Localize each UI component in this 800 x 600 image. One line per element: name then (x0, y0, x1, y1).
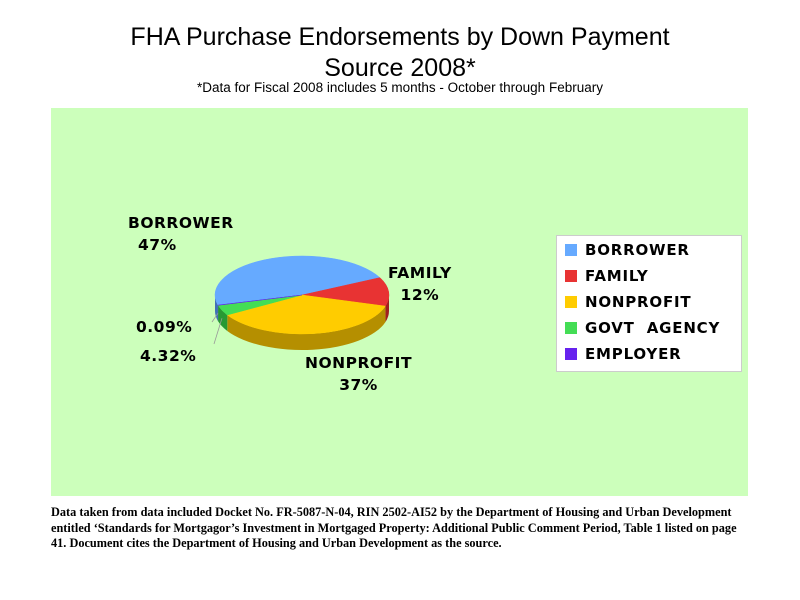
pie-side-family (385, 295, 389, 323)
leader-line-employer (211, 312, 219, 323)
legend-label: NONPROFIT (585, 293, 692, 311)
legend-item-borrower: BORROWER (565, 239, 690, 261)
pie-slice-employer (217, 294, 303, 306)
pie-slice-family (301, 277, 390, 307)
legend-label: GOVT AGENCY (585, 319, 721, 337)
slice-label-borrower: BORROWER 47% (128, 212, 234, 256)
legend-swatch (565, 348, 577, 360)
legend-item-employer: EMPLOYER (565, 343, 681, 365)
slice-label-nonprofit-pct: 37% (339, 376, 378, 394)
pie-side-govt-agency (218, 305, 228, 331)
slice-label-family-pct: 12% (400, 286, 440, 304)
legend-item-family: FAMILY (565, 265, 649, 287)
pie-leaders (211, 312, 223, 345)
legend-swatch (565, 244, 577, 256)
leader-line-govt-agency (213, 318, 223, 345)
slice-label-employer-pct: 0.09% (136, 318, 193, 336)
legend-swatch (565, 296, 577, 308)
chart-subtitle: *Data for Fiscal 2008 includes 5 months … (197, 80, 603, 95)
pie-slice-nonprofit (226, 294, 386, 335)
chart-title-line-1: FHA Purchase Endorsements by Down Paymen… (130, 23, 670, 51)
slice-label-nonprofit: NONPROFIT 37% (305, 352, 412, 396)
pie-side-nonprofit (227, 306, 386, 350)
slice-label-nonprofit-name: NONPROFIT (305, 354, 413, 372)
legend-swatch (565, 270, 577, 282)
legend-swatch (565, 322, 577, 334)
legend-label: FAMILY (585, 267, 649, 285)
chart-title: FHA Purchase Endorsements by Down Paymen… (0, 22, 800, 84)
slice-label-family: FAMILY 12% (388, 262, 452, 306)
legend-label: BORROWER (585, 241, 690, 259)
source-footnote: Data taken from data included Docket No.… (51, 505, 737, 550)
chart-title-line-2: Source 2008* (324, 54, 476, 82)
legend-item-govt-agency: GOVT AGENCY (565, 317, 720, 339)
legend-item-nonprofit: NONPROFIT (565, 291, 691, 313)
slice-label-family-name: FAMILY (388, 264, 452, 282)
slice-label-govt-pct: 4.32% (140, 347, 197, 365)
pie-slice-borrower (214, 255, 381, 306)
slice-label-borrower-name: BORROWER (128, 214, 234, 232)
chart-legend: BORROWER FAMILY NONPROFIT GOVT AGENCY EM… (556, 235, 742, 372)
legend-label: EMPLOYER (585, 345, 682, 363)
pie-tops (214, 255, 390, 335)
slice-label-borrower-pct: 47% (138, 236, 177, 254)
